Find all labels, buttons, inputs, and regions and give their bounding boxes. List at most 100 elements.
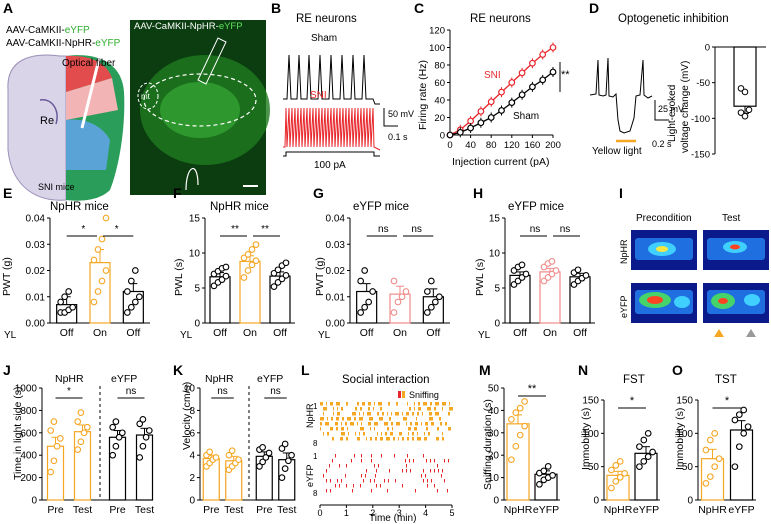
y-tick-label: 10 [488,473,500,484]
panel-l-n8-bot: 8 [313,489,318,498]
sniff-event [360,484,361,488]
sig-label: * [67,386,71,397]
sniff-event [437,427,439,431]
x-tick-label: On [93,327,107,339]
x-tick-label: Pre [109,504,126,516]
data-point [248,261,256,269]
data-point [281,440,289,448]
data-point [518,261,526,269]
x-tick-label: NpHR [698,504,727,516]
chart-tst: 0 50 100 150 NpHR eYFP * [676,395,756,516]
panel-e-yl: YL [4,330,17,341]
sniff-event [410,469,411,473]
data-point [612,461,620,469]
data-point [487,114,495,121]
label-line2: AAV-CaMKII-NpHR-eYFP [6,38,121,49]
data-point [278,474,286,481]
sniff-event [426,459,427,463]
sniff-event [335,454,336,458]
y-tick-label: 10 [184,384,196,395]
data-point [285,457,292,465]
sig-label: ns [530,224,541,235]
y-tick-label: -150 [691,150,710,161]
data-point [357,277,365,285]
data-point [65,288,73,295]
chart-voltage-change: 0 -50 -100 -150 [691,43,766,161]
sniff-event [391,422,393,426]
panel-h-title: eYFP mice [508,201,564,213]
data-point [649,448,656,456]
data-point [498,88,505,96]
data-point [711,463,719,471]
data-point [512,409,520,416]
data-point [741,88,749,96]
x-tick-label: Pre [47,504,64,516]
x-tick-label: NpHR [604,504,633,516]
data-point [706,436,714,444]
sniff-event [407,437,409,441]
data-point [256,463,263,470]
panel-j-g1: NpHR [55,373,84,385]
sniff-event [377,432,378,436]
data-point [636,463,643,471]
sniff-event [387,412,388,416]
sig-label: ns [217,386,228,397]
sniff-event [434,484,435,488]
sniff-event [326,489,327,493]
data-point [744,423,752,431]
sniff-event [351,459,352,463]
sniff-event [320,422,322,426]
sniff-event [357,402,359,406]
mt-label: mt [141,92,151,101]
y-tick-label: 0 [687,496,693,507]
micro-label-prefix: AAV-CaMKII-NpHR- [134,21,219,32]
sniff-event [327,432,329,436]
data-point [608,484,615,492]
x-tick-label: Test [224,504,243,516]
data-point [222,272,230,280]
panel-c-sni: SNI [484,70,501,81]
sniff-event [381,454,382,458]
sniff-event [370,479,371,483]
label-line1-prefix: AAV-CaMKII- [6,25,65,36]
sniff-event [350,422,354,426]
brain-section-illustration [7,54,125,201]
x-tick-label: 0 [447,140,452,151]
sniff-event [421,422,422,426]
y-tick-label: 0.04 [326,214,346,225]
y-tick-label: 800 [20,406,37,417]
x-tick-label: Off [426,327,440,339]
panel-k-g2: eYFP [257,373,283,385]
data-point [477,107,485,115]
sniff-event [434,459,435,463]
sniff-event [449,407,453,411]
sniff-event [361,474,362,478]
sniff-event [407,454,408,458]
sniff-event [441,474,442,478]
data-point [244,251,252,258]
micro-label: AAV-CaMKII-NpHR-eYFP [134,21,243,32]
sniff-event [374,464,375,468]
data-point [702,446,710,454]
raster-x-tick-label: 1 [344,508,349,518]
panel-label-e: E [3,185,12,201]
sniff-event [336,417,339,421]
data-point [740,406,748,414]
sniff-event [431,479,432,483]
sniff-event [346,484,347,488]
sniff-event [359,432,360,436]
data-point [508,79,516,86]
data-point [90,256,98,264]
data-point [740,429,748,437]
sniff-event [378,402,382,406]
panel-h-ylabel: PWL (s) [474,258,486,296]
data-point [123,288,131,295]
data-point [737,85,745,92]
data-point [518,91,526,99]
sniff-event [385,432,387,436]
data-point [516,431,524,439]
sniff-event [387,427,389,431]
data-point [131,267,139,274]
y-tick-label: 0 [31,496,37,507]
